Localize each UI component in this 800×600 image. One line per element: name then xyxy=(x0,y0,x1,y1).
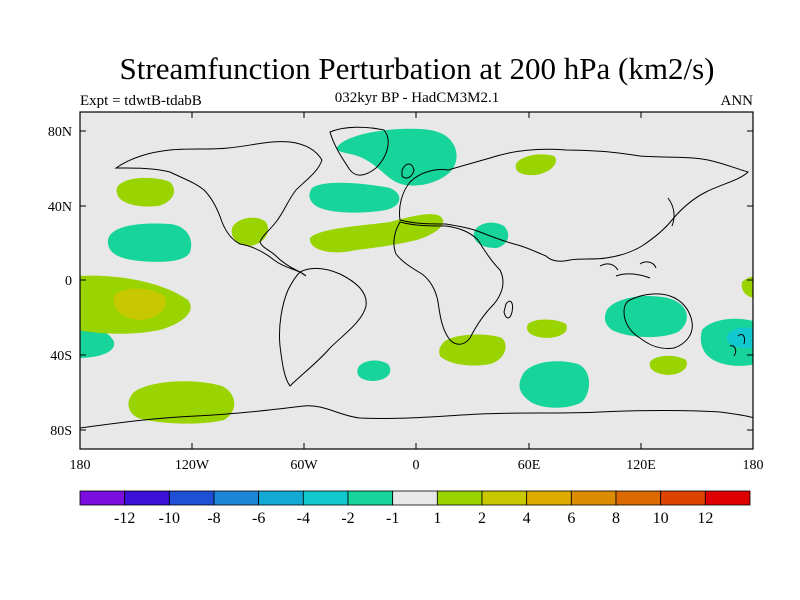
colorbar-box xyxy=(481,490,528,506)
coast-uk xyxy=(401,163,415,179)
contour-neg-s-atlantic xyxy=(357,360,391,381)
contour-pos-n-pacific xyxy=(116,177,174,207)
lon-tick-label: 0 xyxy=(413,458,420,473)
colorbar-box xyxy=(258,490,304,506)
lon-tick-label: 60W xyxy=(290,458,318,473)
coast-australia xyxy=(623,293,693,349)
colorbar-box xyxy=(570,490,617,506)
colorbar-box xyxy=(704,490,751,506)
lon-tick-label: 120W xyxy=(175,458,210,473)
colorbar-label: -12 xyxy=(114,510,135,527)
contour-pos-s-africa xyxy=(439,334,506,366)
contour-pos-s-indian xyxy=(526,319,567,338)
coast-north-america xyxy=(114,141,323,277)
colorbar-box xyxy=(213,490,260,506)
experiment-label: Expt = tdwtB-tdabB xyxy=(80,93,202,109)
colorbar-box xyxy=(436,490,483,506)
contour-pos-w-pacific-edge xyxy=(741,276,753,298)
colorbar-label: -8 xyxy=(207,510,220,527)
contour-pos-siberia xyxy=(515,154,556,176)
tick-marks xyxy=(79,112,754,449)
coast-greenland xyxy=(329,126,389,176)
colorbar-label: 6 xyxy=(567,510,575,527)
lon-tick-label: 120E xyxy=(626,458,656,473)
lon-tick-label: 60E xyxy=(518,458,541,473)
coast-south-america xyxy=(279,267,367,387)
contour-neg-n-atlantic xyxy=(309,182,400,213)
coast-antarctica xyxy=(80,405,753,429)
colorbar-label: 8 xyxy=(612,510,620,527)
period-model-label: 032kyr BP - HadCM3M2.1 xyxy=(334,90,500,106)
colorbar-label: 4 xyxy=(523,510,531,527)
colorbar-label: 10 xyxy=(653,510,669,527)
colorbar-box xyxy=(392,490,438,506)
colorbar-box xyxy=(79,490,126,506)
lon-tick-label: 180 xyxy=(743,458,764,473)
colorbar-box xyxy=(347,490,394,506)
contour-neg-new-zealand-core xyxy=(726,327,753,349)
colorbar-label: -1 xyxy=(386,510,399,527)
lat-tick-labels: 80N 40N 0 40S 80S xyxy=(48,125,72,439)
coast-new-zealand xyxy=(729,333,745,357)
season-label: ANN xyxy=(720,93,754,109)
colorbar-label: -2 xyxy=(341,510,354,527)
colorbar-label: -6 xyxy=(252,510,265,527)
contour-neg-n-pacific xyxy=(107,223,192,262)
colorbar-box xyxy=(526,490,572,506)
colorbar-label: -4 xyxy=(297,510,310,527)
colorbar-box xyxy=(660,490,706,506)
plot-title: Streamfunction Perturbation at 200 hPa (… xyxy=(119,51,715,86)
colorbar-box xyxy=(615,490,662,506)
lat-tick-label: 40N xyxy=(48,200,72,215)
lat-tick-label: 40S xyxy=(50,349,72,364)
colorbar-box xyxy=(124,490,170,506)
contour-neg-south-indian xyxy=(519,361,590,408)
coast-europe-asia xyxy=(399,148,749,262)
colorbar-box xyxy=(302,490,349,506)
contour-pos-southern-ocean xyxy=(128,381,235,424)
coast-madagascar xyxy=(503,300,513,319)
contour-pos-gulf-mexico xyxy=(231,217,269,246)
contour-pos-s-pacific-core xyxy=(113,288,166,320)
colorbar-label: 12 xyxy=(697,510,713,527)
lat-tick-label: 80S xyxy=(50,424,72,439)
colorbar-label: 1 xyxy=(433,510,441,527)
contour-fill-layer xyxy=(80,128,753,424)
lon-tick-labels: 180 120W 60W 0 60E 120E 180 xyxy=(70,458,764,473)
coast-indonesia xyxy=(599,261,657,279)
colorbar-box xyxy=(168,490,215,506)
coastlines xyxy=(80,126,753,429)
lat-tick-label: 0 xyxy=(65,274,72,289)
contour-neg-mideast xyxy=(473,222,509,248)
lat-tick-label: 80N xyxy=(48,125,72,140)
colorbar-labels: -12 -10 -8 -6 -4 -2 -1 1 2 4 6 8 10 12 xyxy=(114,510,713,527)
colorbar-boxes xyxy=(79,490,751,506)
contour-neg-australia xyxy=(604,295,687,338)
colorbar: -12 -10 -8 -6 -4 -2 -1 1 2 4 6 8 10 12 xyxy=(79,490,751,527)
coast-japan xyxy=(667,197,675,227)
colorbar-label: -10 xyxy=(159,510,180,527)
contour-pos-s-australia xyxy=(649,355,687,375)
coast-africa xyxy=(393,221,504,345)
lon-tick-label: 180 xyxy=(70,458,91,473)
colorbar-label: 2 xyxy=(478,510,486,527)
contour-neg-arctic-atlantic xyxy=(336,128,457,186)
